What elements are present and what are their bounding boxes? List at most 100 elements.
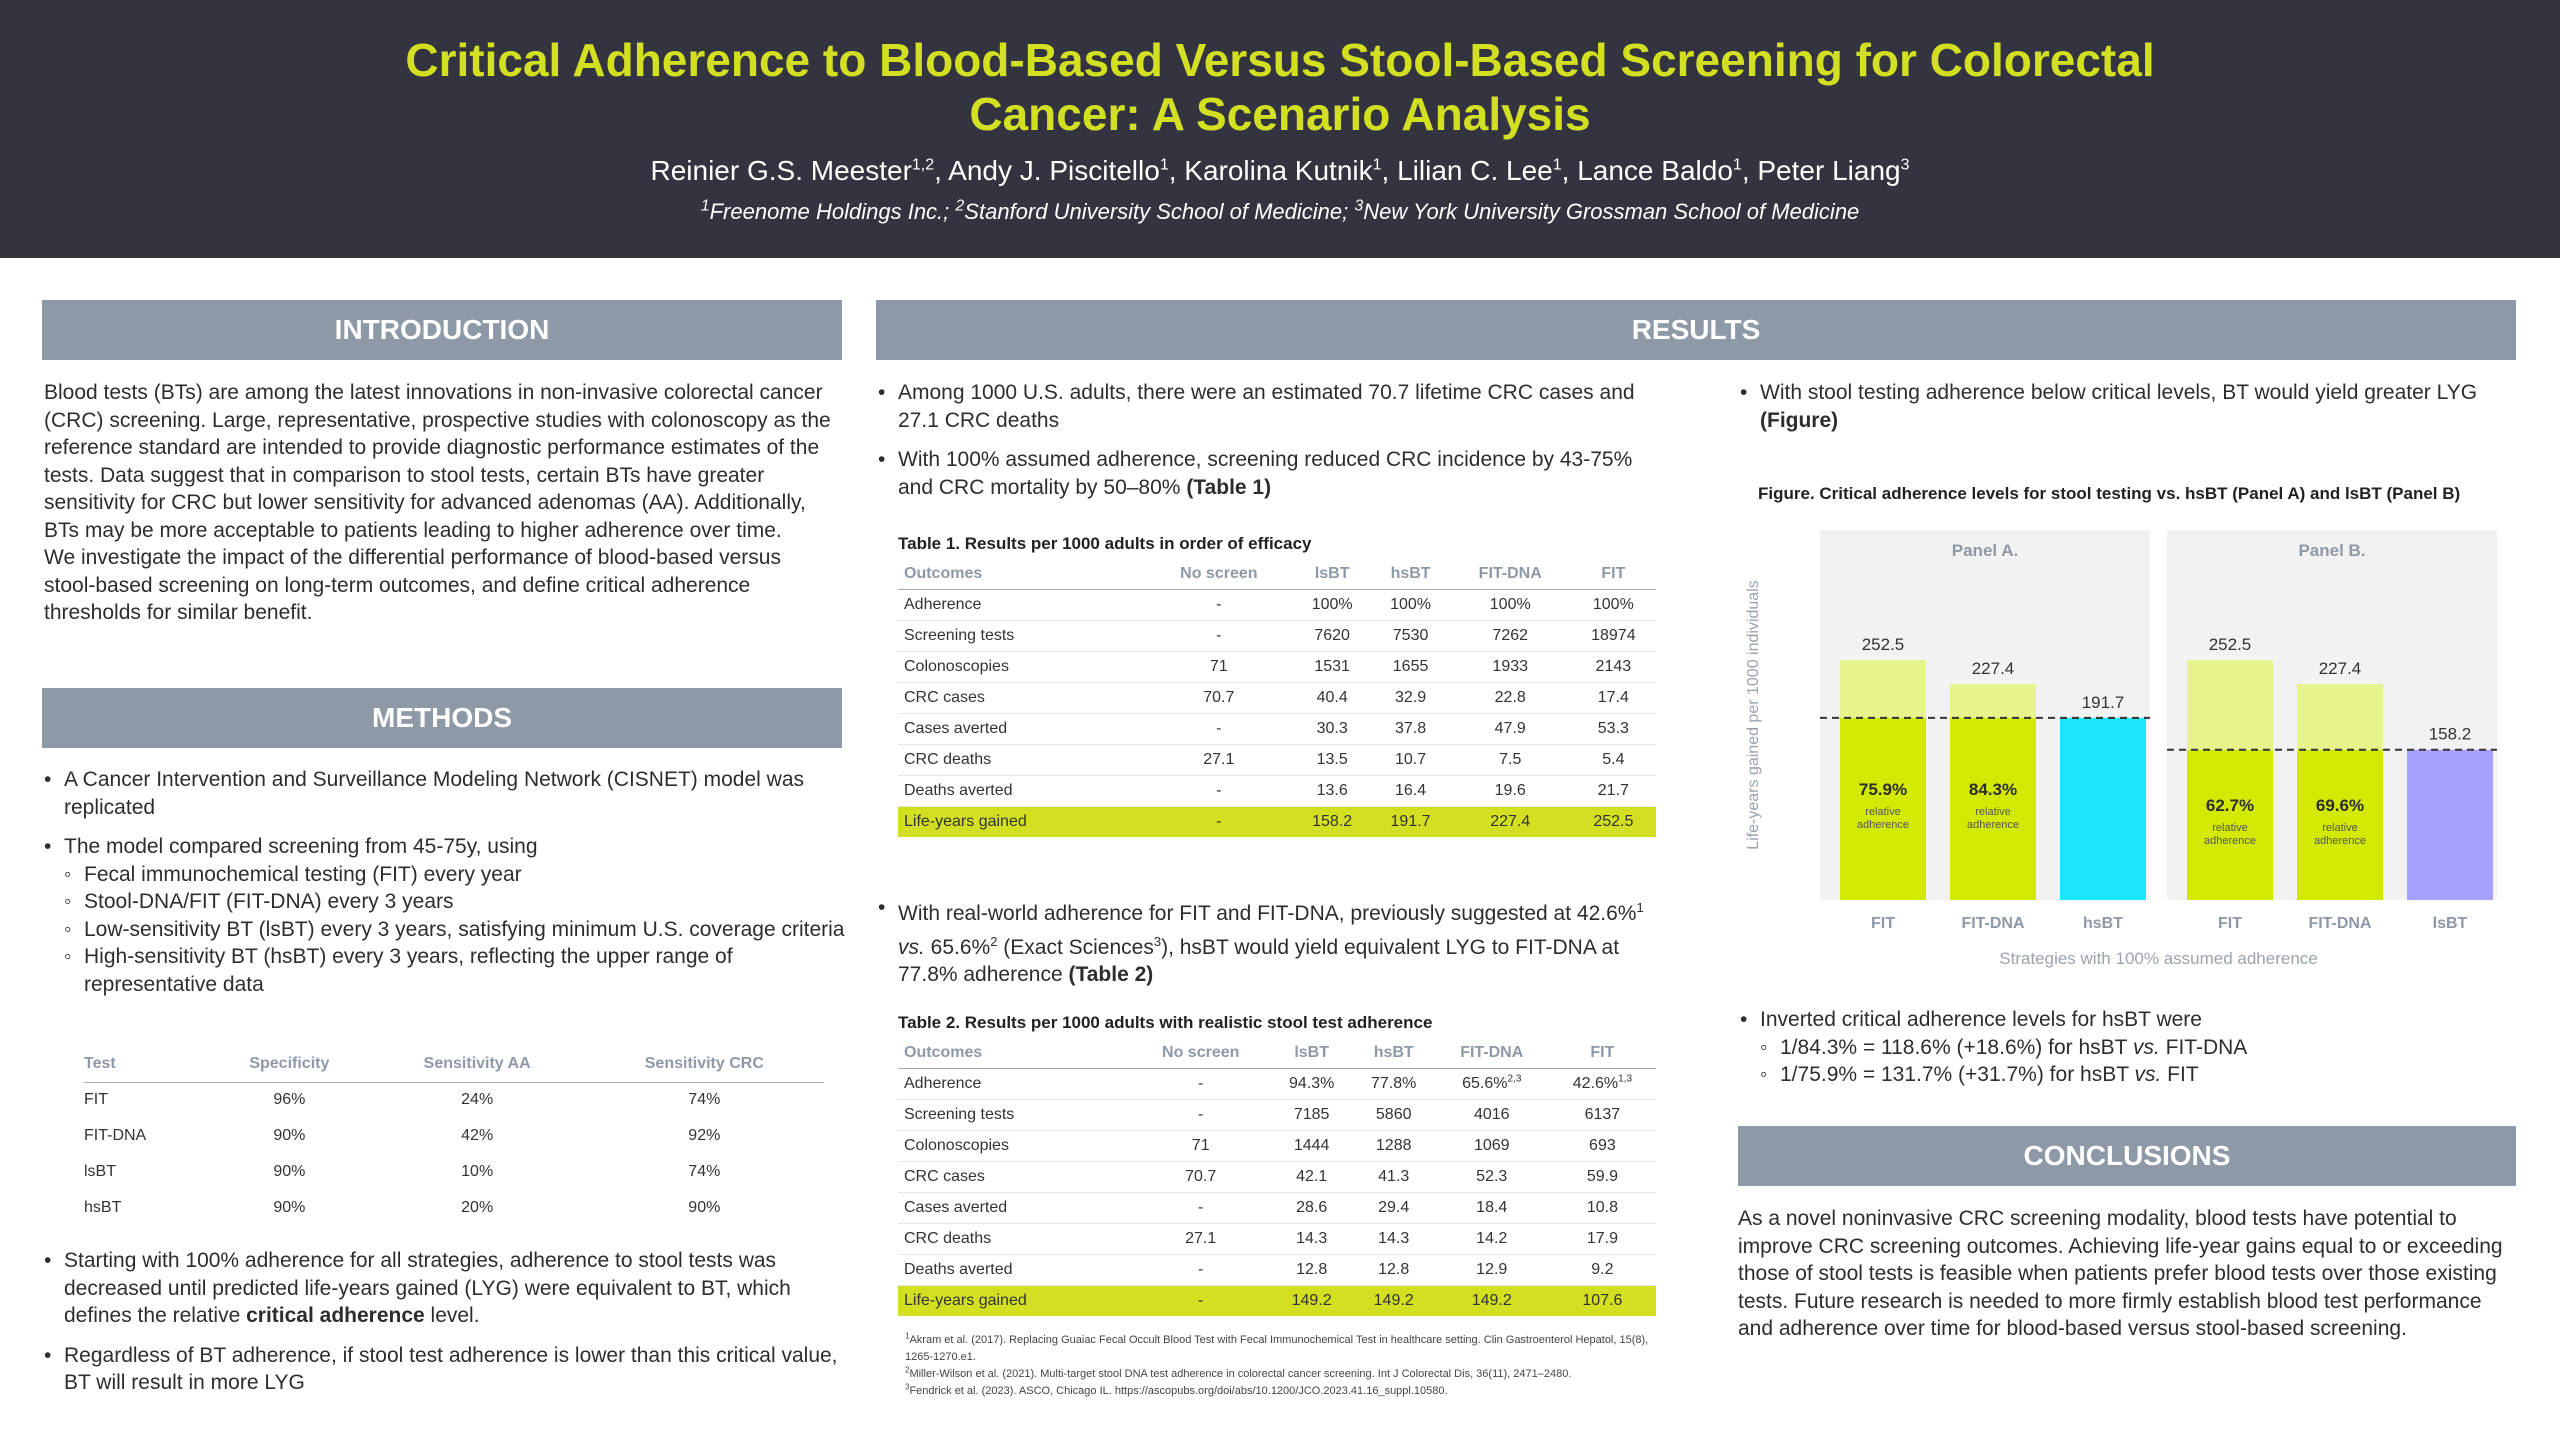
table-cell: -: [1130, 1192, 1271, 1224]
affiliation-name: Freenome Holdings Inc.;: [709, 199, 956, 224]
x-tick-label: FIT: [1871, 915, 1895, 932]
bar-critical: [2297, 749, 2383, 900]
critical-adherence-term: critical adherence: [246, 1304, 425, 1327]
table-cell: 28.6: [1270, 1192, 1353, 1224]
table-cell: 27.1: [1144, 744, 1293, 776]
table-cell: 96%: [209, 1082, 370, 1118]
cell-value: 20%: [461, 1199, 494, 1216]
relative-adherence-label: adherence: [1967, 819, 2019, 831]
cell-value: hsBT: [84, 1199, 122, 1216]
table-1: Outcomes No screen lsBT hsBT FIT-DNA FIT Adhe…: [898, 559, 1656, 837]
introduction-heading: INTRODUCTION: [42, 300, 842, 360]
cell-value: FIT-DNA: [84, 1127, 147, 1144]
cell-value: Cases averted: [904, 1198, 1008, 1216]
table-2: Outcomes No screen lsBT hsBT FIT-DNA FIT Adhe…: [898, 1038, 1656, 1316]
cell-value: Adherence: [904, 595, 982, 613]
table-cell: Adherence: [898, 1068, 1131, 1100]
cell-value: 12.9: [1476, 1260, 1508, 1278]
cell-value: CRC deaths: [904, 1229, 992, 1247]
cell-value: Deaths averted: [904, 781, 1013, 799]
table-cell: 7185: [1270, 1099, 1353, 1131]
cell-value: 59.9: [1586, 1167, 1618, 1185]
inverted-level-text: 1/84.3% = 118.6% (+18.6%) for hsBT: [1780, 1035, 2133, 1059]
cell-value: 191.7: [1390, 812, 1431, 830]
bar-bt: [2407, 749, 2493, 900]
table-cell: 40.4: [1292, 682, 1372, 714]
cell-value: 17.4: [1597, 688, 1629, 706]
table-cell: 6137: [1548, 1099, 1656, 1131]
table-cell: Colonoscopies: [898, 651, 1145, 683]
table-row: Deaths averted - 12.8 12.8 12.9 9.2: [898, 1254, 1656, 1286]
bar-critical: [1840, 717, 1926, 900]
cell-value: 27.1: [1203, 750, 1235, 768]
bar-critical: [2187, 749, 2273, 900]
results-vs: vs.: [898, 935, 931, 959]
results-heading: RESULTS: [876, 300, 2516, 360]
table-row: Deaths averted - 13.6 16.4 19.6 21.7: [898, 775, 1656, 807]
relative-adherence-value: 84.3%: [1969, 780, 2017, 799]
author-name: Andy J. Piscitello: [948, 155, 1160, 186]
reference-text: Akram et al. (2017). Replacing Guaiac Fe…: [905, 1334, 1649, 1363]
relative-adherence-label: relative: [1865, 806, 1900, 818]
table-row: Screening tests - 7620 7530 7262 18974: [898, 620, 1656, 652]
table-cell: 74%: [585, 1082, 824, 1118]
table-cell: FIT: [84, 1082, 209, 1118]
cell-value: 30.3: [1316, 719, 1348, 737]
table-cell: 42.1: [1270, 1161, 1353, 1193]
cell-value: -: [1216, 719, 1222, 737]
table-cell: Cases averted: [898, 1192, 1131, 1224]
cell-value: -: [1216, 781, 1222, 799]
author-name: Reinier G.S. Meester: [650, 155, 912, 186]
table-cell: 19.6: [1449, 775, 1571, 807]
cell-value: 10.8: [1586, 1198, 1618, 1216]
cell-value: 21.7: [1597, 781, 1629, 799]
cell-value: 90%: [273, 1199, 306, 1216]
results-bullets-top: Among 1000 U.S. adults, there were an es…: [876, 379, 1636, 513]
table-cell: Deaths averted: [898, 775, 1145, 807]
inverted-level-text: FIT: [2161, 1063, 2199, 1086]
relative-adherence-label: adherence: [2314, 835, 2366, 847]
table-cell: 12.8: [1270, 1254, 1353, 1286]
table-cell: 1933: [1449, 651, 1571, 683]
author-affiliation-number: 1: [1159, 156, 1169, 174]
cell-value: 12.8: [1378, 1260, 1410, 1278]
methods-sub-item: Stool-DNA/FIT (FIT-DNA) every 3 years: [64, 888, 852, 916]
x-tick-label: lsBT: [2433, 915, 2468, 932]
x-tick-label: FIT-DNA: [1961, 915, 2025, 932]
cell-value: 7.5: [1499, 750, 1522, 768]
cell-value: 65.6%: [1462, 1074, 1508, 1092]
relative-adherence-value: 75.9%: [1859, 780, 1907, 799]
results-bullet: Among 1000 U.S. adults, there were an es…: [876, 379, 1636, 434]
inverted-levels-list: 1/84.3% = 118.6% (+18.6%) for hsBT vs. F…: [1760, 1034, 2518, 1089]
table-cell: -: [1130, 1068, 1271, 1100]
table-row: Cases averted - 30.3 37.8 47.9 53.3: [898, 713, 1656, 745]
cell-value: 10%: [461, 1163, 494, 1180]
table-header-row: Test Specificity Sensitivity AA Sensitivity…: [84, 1046, 824, 1083]
methods-sub-list: Fecal immunochemical testing (FIT) every…: [64, 861, 852, 999]
poster-header: Critical Adherence to Blood-Based Versus…: [0, 0, 2560, 258]
table-cell: 100%: [1449, 589, 1571, 621]
cell-value: 71: [1191, 1136, 1210, 1154]
table-cell: 17.9: [1548, 1223, 1656, 1255]
table-cell: 10%: [370, 1154, 585, 1190]
methods-bullets-top: A Cancer Intervention and Surveillance M…: [42, 766, 852, 1010]
table-cell: Adherence: [898, 589, 1145, 621]
table-header-row: Outcomes No screen lsBT hsBT FIT-DNA FIT: [898, 559, 1656, 590]
cell-value: 16.4: [1394, 781, 1427, 799]
table-row: CRC deaths 27.1 13.5 10.7 7.5 5.4: [898, 744, 1656, 776]
table-cell: CRC cases: [898, 682, 1145, 714]
cell-value: 227.4: [1490, 812, 1531, 830]
cell-value: 14.3: [1378, 1229, 1410, 1247]
bar-value-label: 191.7: [2082, 693, 2125, 712]
inverted-level-item: 1/75.9% = 131.7% (+31.7%) for hsBT vs. F…: [1760, 1061, 2518, 1089]
methods-bullet-text: level.: [424, 1304, 480, 1327]
table-cell: 77.8%: [1352, 1068, 1435, 1100]
cell-value: Deaths averted: [904, 1260, 1013, 1278]
inverted-level-item: 1/84.3% = 118.6% (+18.6%) for hsBT vs. F…: [1760, 1034, 2518, 1062]
cell-value: 40.4: [1316, 688, 1348, 706]
column-header: Sensitivity CRC: [584, 1046, 824, 1083]
column-header: FIT: [1570, 559, 1656, 590]
table-cell: 30.3: [1292, 713, 1372, 745]
x-tick-label: hsBT: [2083, 915, 2123, 932]
author-separator: ,: [1561, 155, 1578, 186]
